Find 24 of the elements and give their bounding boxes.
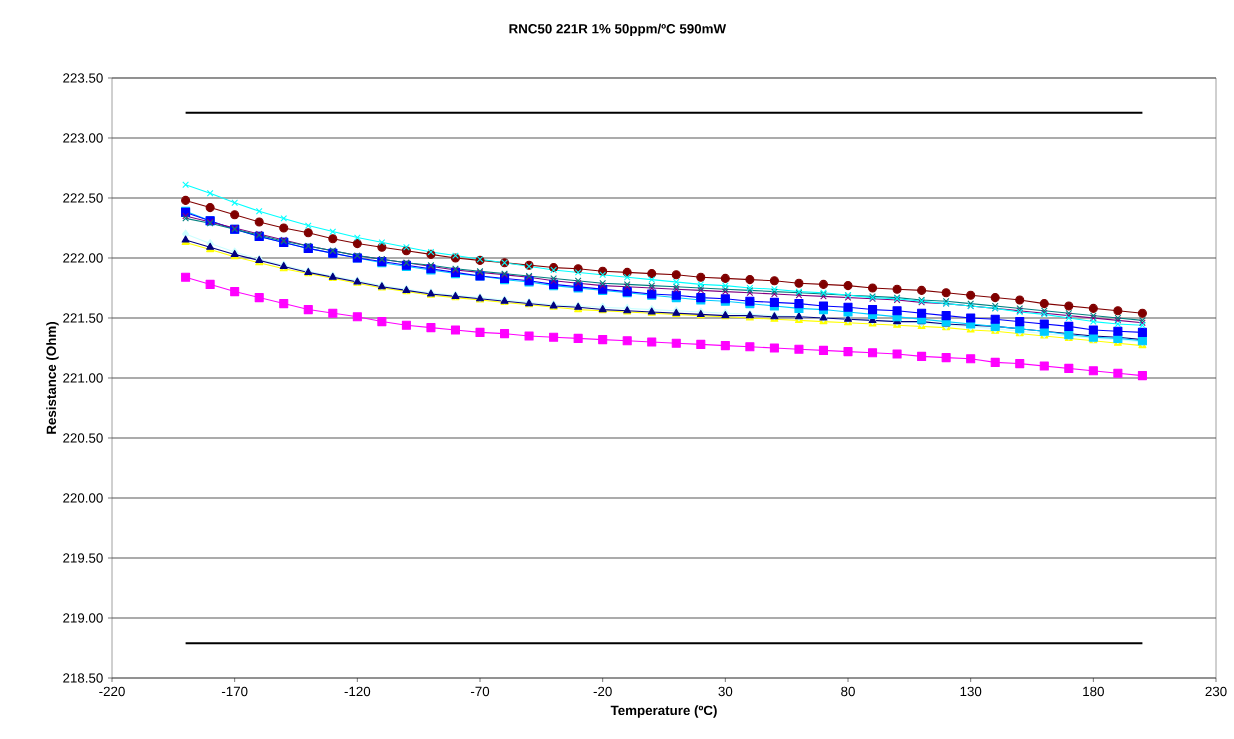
y-tick-label: 221.00 <box>63 373 103 383</box>
x-tick-label: 80 <box>841 686 855 697</box>
y-axis-title: Resistance (Ohm) <box>46 321 59 434</box>
x-axis-title: Temperature (ºC) <box>610 705 717 718</box>
x-tick-label: -20 <box>593 686 612 697</box>
x-tick-label: -220 <box>99 686 125 697</box>
y-tick-label: 218.50 <box>63 673 103 683</box>
chart-title: RNC50 221R 1% 50ppm/ºC 590mW <box>509 23 727 37</box>
x-tick-label: 30 <box>718 686 733 697</box>
x-tick-label: -120 <box>344 686 371 697</box>
x-tick-label: 230 <box>1205 686 1227 697</box>
y-tick-label: 223.00 <box>63 133 103 143</box>
x-tick-label: -70 <box>470 686 490 697</box>
y-tick-label: 222.50 <box>63 193 103 203</box>
y-tick-label: 219.00 <box>63 613 103 623</box>
x-tick-label: -170 <box>221 686 248 697</box>
x-tick-label: 180 <box>1083 686 1104 697</box>
y-tick-label: 220.50 <box>63 433 103 443</box>
y-tick-label: 222.00 <box>63 253 103 263</box>
y-tick-label: 219.50 <box>63 553 103 563</box>
y-tick-label: 221.50 <box>63 313 103 323</box>
x-tick-label: 130 <box>960 686 982 697</box>
y-tick-label: 220.00 <box>63 493 103 503</box>
y-tick-label: 223.50 <box>63 73 103 83</box>
